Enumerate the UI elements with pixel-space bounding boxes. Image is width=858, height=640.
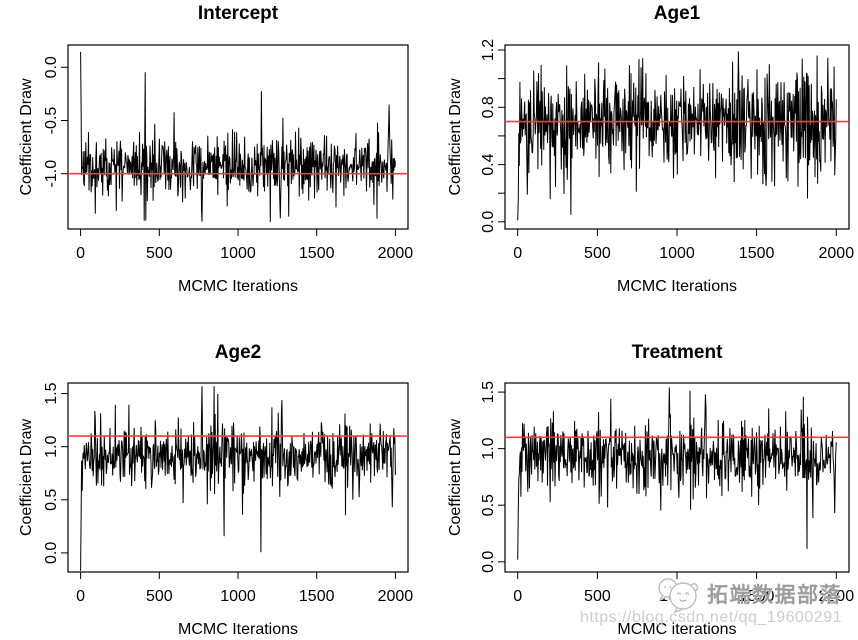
x-tick-label: 500 [146,245,173,262]
plot-box [504,382,850,573]
y-axis-label: Coefficient Draw [18,419,35,537]
y-tick-label: 1.0 [480,437,497,459]
x-tick-label: 500 [584,588,611,605]
y-tick-label: 0.0 [480,211,497,233]
x-tick-label: 0 [513,245,522,262]
x-tick-label: 1500 [299,245,335,262]
plot-title: Age2 [215,342,261,363]
x-axis-label: MCMC iterations [617,621,736,638]
y-tick-label: 0.5 [43,489,60,511]
y-tick-label: 0.0 [480,551,497,573]
x-tick-label: 1000 [220,245,256,262]
y-axis-label: Coefficient Draw [18,78,35,196]
plot-box [67,44,409,230]
x-tick-label: 2000 [378,588,414,605]
x-tick-label: 2000 [819,588,855,605]
trace-plot-age2: 0 500 1000 1500 2000 0.0 0.5 1.0 1.5 Age2 MCMC Ite… [0,320,429,640]
x-tick-label: 2000 [819,245,855,262]
y-axis-label: Coefficient Draw [447,78,464,196]
plot-title: Treatment [632,342,723,363]
plot-title: Age1 [654,3,701,24]
y-tick-label: 0.0 [43,542,60,564]
y-tick-label: -1.0 [43,160,60,188]
x-tick-label: 0 [513,588,522,605]
trace-plot-age1: 0 500 1000 1500 2000 0.0 0.4 0.8 1.2 Age1 MCMC Ite… [429,0,858,320]
y-tick-label: 1.5 [43,382,60,404]
y-tick-label: -0.5 [43,107,60,135]
x-axis-label: MCMC Iterations [178,621,298,638]
y-tick-label: 1.2 [480,39,497,61]
x-tick-label: 2000 [378,245,414,262]
y-tick-label: 1.5 [480,381,497,403]
x-tick-label: 0 [76,245,85,262]
trace-plot-intercept: 0 500 1000 1500 2000 0.0 -0.5 -1.0 Intercept MCMC… [0,0,429,320]
mcmc-trace-line [80,51,396,223]
x-tick-label: 1500 [299,588,335,605]
y-tick-label: 0.4 [480,153,497,175]
x-axis-label: MCMC Iterations [617,278,737,295]
y-axis-label: Coefficient Draw [447,419,464,537]
mcmc-trace-line [80,386,396,571]
mcmc-trace-line [517,51,837,221]
y-tick-label: 0.5 [480,494,497,516]
y-tick-label: 1.0 [43,435,60,457]
plot-title: Intercept [198,3,279,24]
x-tick-label: 0 [76,588,85,605]
x-tick-label: 1000 [220,588,256,605]
trace-plot-treatment: 0 500 1000 1500 2000 0.0 0.5 1.0 1.5 Treatment MCM… [429,320,858,640]
y-tick-label: 0.8 [480,96,497,118]
x-tick-label: 1000 [659,588,695,605]
x-tick-label: 500 [146,588,173,605]
y-tick-label: 0.0 [43,56,60,78]
x-tick-label: 500 [584,245,611,262]
mcmc-trace-line [517,387,837,560]
x-tick-label: 1500 [739,245,775,262]
plot-box [67,382,409,573]
x-tick-label: 1500 [739,588,775,605]
x-axis-label: MCMC Iterations [178,278,298,295]
x-tick-label: 1000 [659,245,695,262]
